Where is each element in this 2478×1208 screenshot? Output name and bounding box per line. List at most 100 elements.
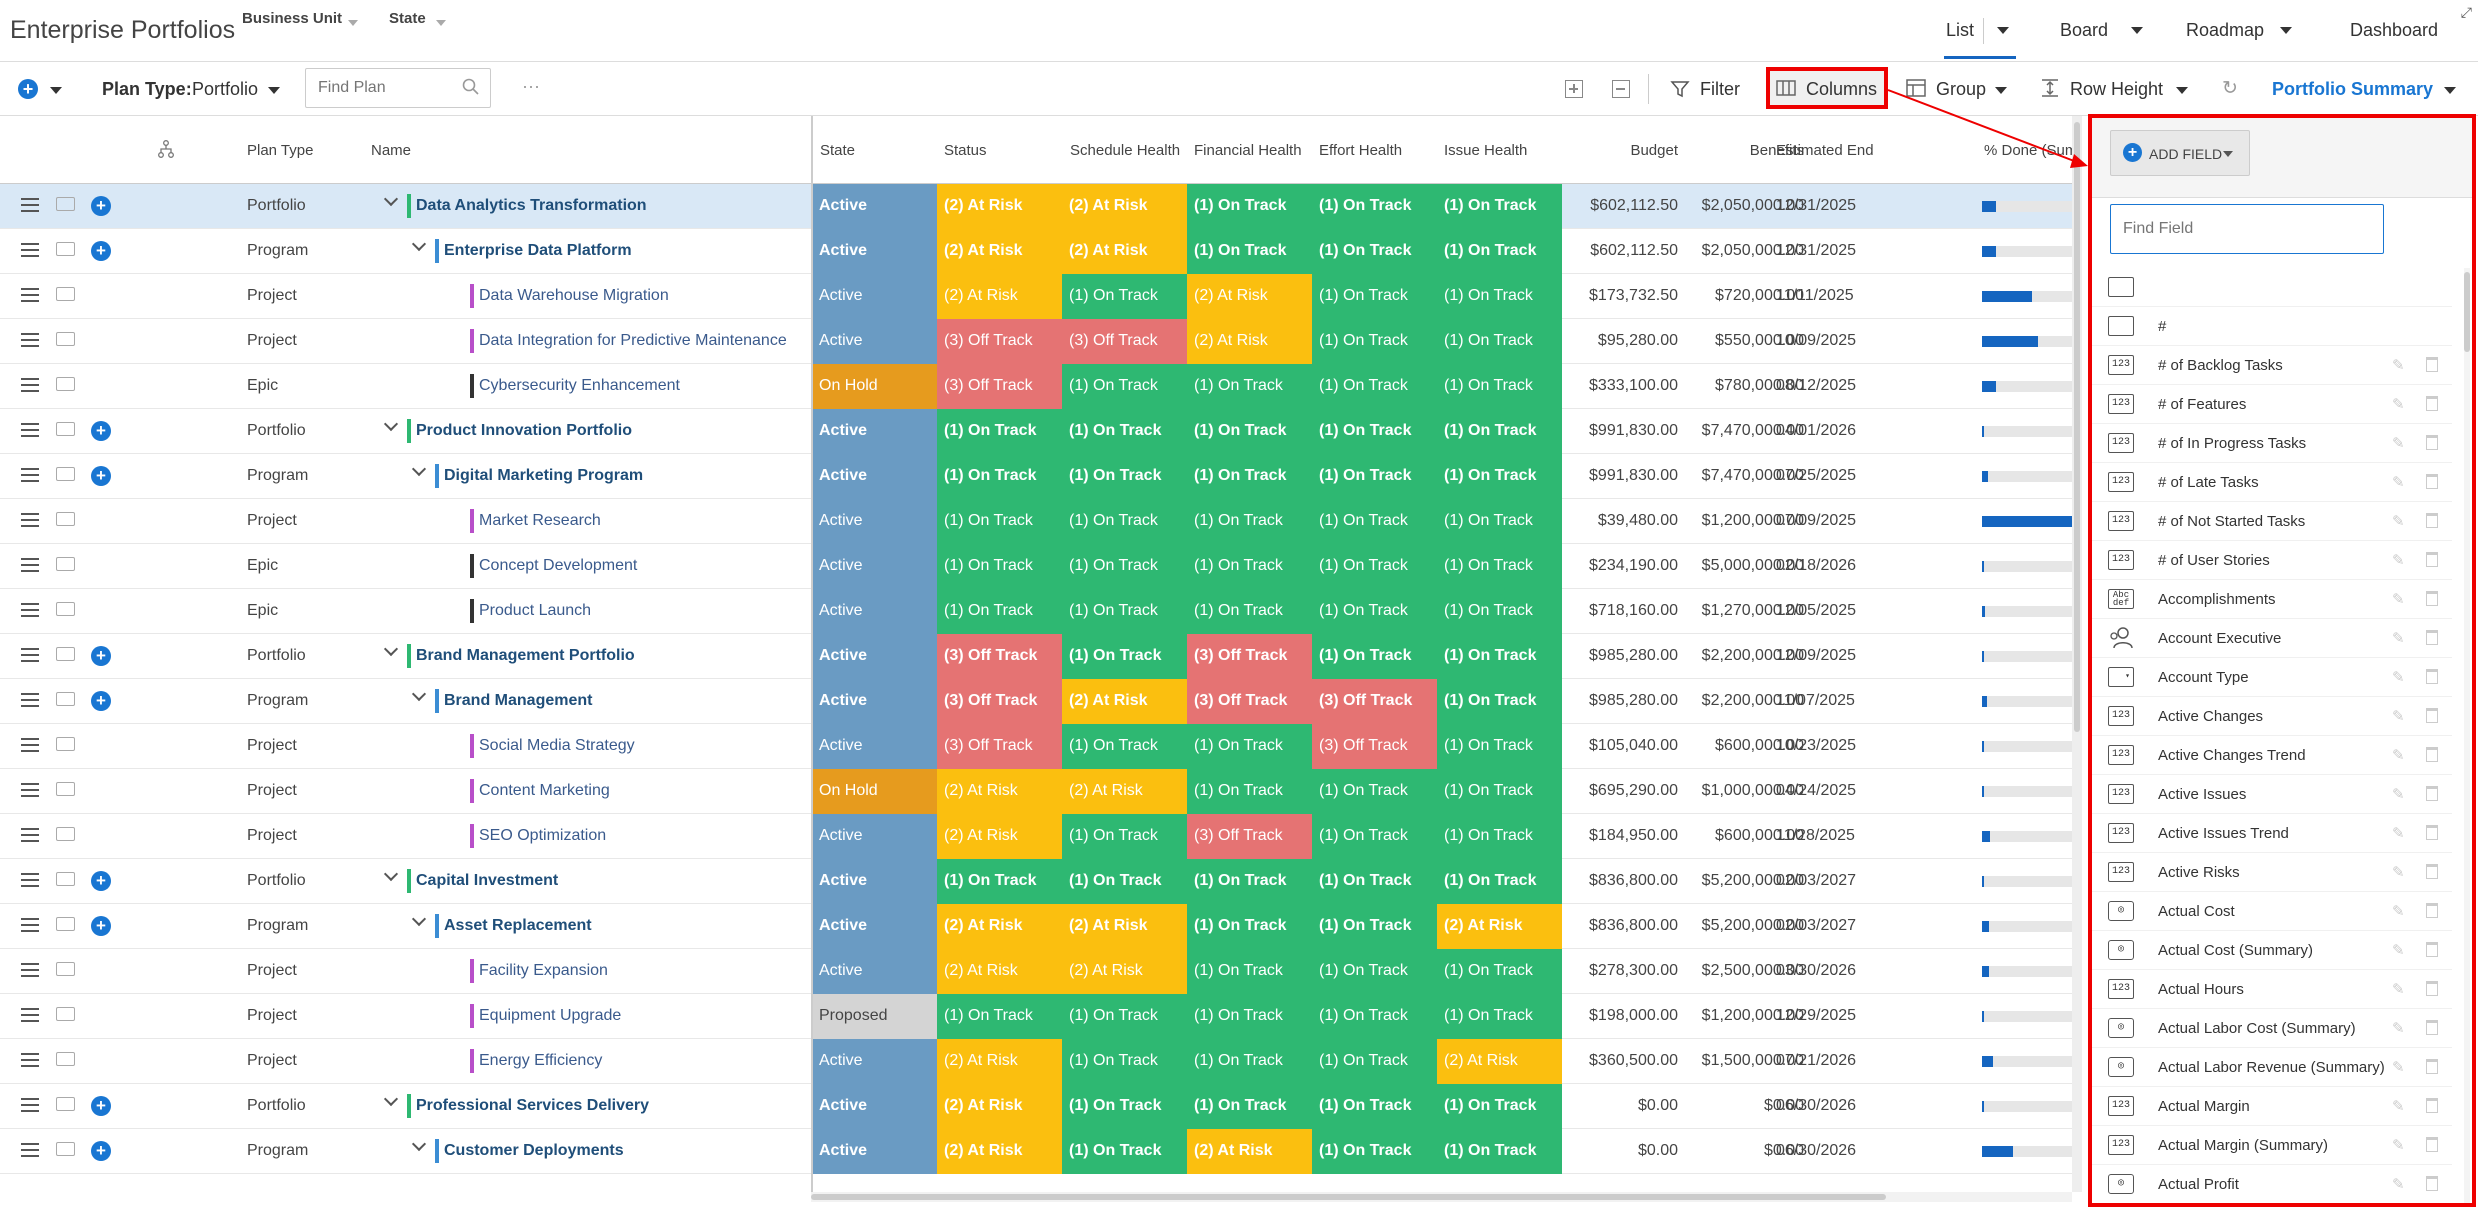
schedule-health-cell[interactable]: (1) On Track: [1062, 814, 1187, 859]
comment-icon[interactable]: [56, 287, 75, 301]
financial-health-cell[interactable]: (1) On Track: [1187, 769, 1312, 814]
edit-icon[interactable]: ✎: [2392, 981, 2405, 998]
status-health-cell[interactable]: (2) At Risk: [937, 1039, 1062, 1084]
chevron-down-icon[interactable]: [411, 461, 427, 477]
table-row[interactable]: + Portfolio Professional Services Delivery…: [0, 1084, 2072, 1129]
tab-list[interactable]: List: [1946, 20, 1975, 40]
status-health-cell[interactable]: (1) On Track: [937, 994, 1062, 1039]
comment-icon[interactable]: [56, 1007, 75, 1021]
table-row[interactable]: Project Data Warehouse Migration Active (2)…: [0, 274, 2072, 319]
edit-icon[interactable]: ✎: [2392, 1137, 2405, 1154]
field-list-item[interactable]: 123 Active Risks ✎: [2092, 853, 2452, 892]
status-health-cell[interactable]: (1) On Track: [937, 409, 1062, 454]
field-list-item[interactable]: 123 Active Changes Trend ✎: [2092, 736, 2452, 775]
portfolio-summary-button[interactable]: Portfolio Summary: [2272, 79, 2434, 99]
col-issue-health[interactable]: Issue Health: [1444, 142, 1528, 159]
schedule-health-cell[interactable]: (1) On Track: [1062, 499, 1187, 544]
effort-health-cell[interactable]: (1) On Track: [1312, 1129, 1437, 1174]
status-health-cell[interactable]: (3) Off Track: [937, 634, 1062, 679]
edit-icon[interactable]: ✎: [2392, 825, 2405, 842]
field-list-item[interactable]: #: [2092, 307, 2452, 346]
delete-icon[interactable]: [2426, 942, 2438, 957]
comment-icon[interactable]: [56, 917, 75, 931]
schedule-health-cell[interactable]: (1) On Track: [1062, 1084, 1187, 1129]
row-height-button[interactable]: Row Height: [2070, 79, 2164, 99]
delete-icon[interactable]: [2426, 708, 2438, 723]
table-row[interactable]: + Program Digital Marketing Program Active(…: [0, 454, 2072, 499]
schedule-health-cell[interactable]: (1) On Track: [1062, 454, 1187, 499]
comment-icon[interactable]: [56, 377, 75, 391]
effort-health-cell[interactable]: (3) Off Track: [1312, 724, 1437, 769]
state-cell[interactable]: Active: [812, 319, 937, 364]
schedule-health-cell[interactable]: (1) On Track: [1062, 634, 1187, 679]
drag-handle-icon[interactable]: [21, 1008, 39, 1022]
issue-health-cell[interactable]: (1) On Track: [1437, 769, 1562, 814]
field-list-item[interactable]: 123 # of User Stories ✎: [2092, 541, 2452, 580]
col-plan-type[interactable]: Plan Type: [247, 142, 314, 159]
issue-health-cell[interactable]: (1) On Track: [1437, 994, 1562, 1039]
state-cell[interactable]: Active: [812, 679, 937, 724]
issue-health-cell[interactable]: (1) On Track: [1437, 274, 1562, 319]
add-child-button[interactable]: +: [91, 421, 111, 441]
delete-icon[interactable]: [2426, 1176, 2438, 1191]
financial-health-cell[interactable]: (1) On Track: [1187, 859, 1312, 904]
effort-health-cell[interactable]: (1) On Track: [1312, 274, 1437, 319]
col-effort-health[interactable]: Effort Health: [1319, 142, 1403, 159]
delete-icon[interactable]: [2426, 747, 2438, 762]
field-list-item[interactable]: [2092, 268, 2452, 307]
edit-icon[interactable]: ✎: [2392, 1020, 2405, 1037]
status-health-cell[interactable]: (3) Off Track: [937, 679, 1062, 724]
plan-name-link[interactable]: Cybersecurity Enhancement: [479, 377, 680, 394]
chevron-down-icon[interactable]: [383, 416, 399, 432]
plan-name-link[interactable]: Data Warehouse Migration: [479, 287, 669, 304]
financial-health-cell[interactable]: (3) Off Track: [1187, 679, 1312, 724]
summary-chevron-icon[interactable]: [2444, 87, 2456, 94]
row-height-chevron-icon[interactable]: [2176, 87, 2188, 94]
financial-health-cell[interactable]: (1) On Track: [1187, 904, 1312, 949]
issue-health-cell[interactable]: (1) On Track: [1437, 1129, 1562, 1174]
drag-handle-icon[interactable]: [21, 243, 39, 257]
edit-icon[interactable]: ✎: [2392, 786, 2405, 803]
plan-name-link[interactable]: Equipment Upgrade: [479, 1007, 622, 1024]
issue-health-cell[interactable]: (1) On Track: [1437, 1084, 1562, 1129]
drag-handle-icon[interactable]: [21, 1098, 39, 1112]
effort-health-cell[interactable]: (1) On Track: [1312, 229, 1437, 274]
chevron-down-icon[interactable]: [383, 641, 399, 657]
financial-health-cell[interactable]: (2) At Risk: [1187, 319, 1312, 364]
financial-health-cell[interactable]: (1) On Track: [1187, 409, 1312, 454]
financial-health-cell[interactable]: (3) Off Track: [1187, 814, 1312, 859]
edit-icon[interactable]: ✎: [2392, 903, 2405, 920]
table-row[interactable]: Project Content Marketing On Hold (2) At Ri…: [0, 769, 2072, 814]
state-cell[interactable]: Active: [812, 1129, 937, 1174]
plan-type-chevron-icon[interactable]: [268, 87, 280, 94]
field-list-item[interactable]: 123 Actual Margin ✎: [2092, 1087, 2452, 1126]
horizontal-scroll-thumb[interactable]: [811, 1194, 1886, 1200]
effort-health-cell[interactable]: (1) On Track: [1312, 769, 1437, 814]
board-options-chevron-icon[interactable]: [2131, 27, 2143, 34]
add-plan-button[interactable]: +: [18, 79, 38, 99]
chevron-down-icon[interactable]: [411, 236, 427, 252]
status-health-cell[interactable]: (2) At Risk: [937, 1084, 1062, 1129]
state-cell[interactable]: Active: [812, 904, 937, 949]
state-cell[interactable]: Active: [812, 454, 937, 499]
drag-handle-icon[interactable]: [21, 963, 39, 977]
plan-name-link[interactable]: Customer Deployments: [444, 1142, 624, 1159]
state-cell[interactable]: Active: [812, 409, 937, 454]
chevron-down-icon[interactable]: [383, 866, 399, 882]
group-button[interactable]: Group: [1936, 79, 1987, 99]
table-row[interactable]: Project Equipment Upgrade Proposed (1) On T…: [0, 994, 2072, 1039]
financial-health-cell[interactable]: (1) On Track: [1187, 724, 1312, 769]
issue-health-cell[interactable]: (1) On Track: [1437, 499, 1562, 544]
drag-handle-icon[interactable]: [21, 558, 39, 572]
effort-health-cell[interactable]: (1) On Track: [1312, 859, 1437, 904]
chevron-down-icon[interactable]: [436, 20, 446, 26]
issue-health-cell[interactable]: (2) At Risk: [1437, 1039, 1562, 1084]
comment-icon[interactable]: [56, 827, 75, 841]
plan-name-link[interactable]: Capital Investment: [416, 872, 559, 889]
field-list-item[interactable]: 123 # of Not Started Tasks ✎: [2092, 502, 2452, 541]
status-health-cell[interactable]: (1) On Track: [937, 859, 1062, 904]
table-row[interactable]: + Program Asset Replacement Active (2) At Ri…: [0, 904, 2072, 949]
comment-icon[interactable]: [56, 692, 75, 706]
field-list-item[interactable]: ◎ Actual Labor Revenue (Summary) ✎: [2092, 1048, 2452, 1087]
group-icon[interactable]: [1906, 79, 1926, 102]
